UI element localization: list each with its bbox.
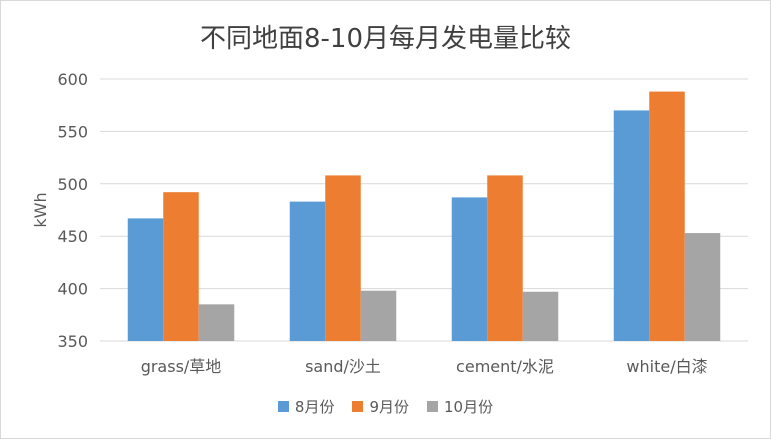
legend-swatch xyxy=(427,401,438,412)
x-tick-label: grass/草地 xyxy=(141,357,222,376)
bar xyxy=(487,175,523,341)
legend-label: 8月份 xyxy=(294,398,335,416)
bar xyxy=(684,233,721,341)
chart-title: 不同地面8-10月每月发电量比较 xyxy=(199,24,571,54)
bar xyxy=(522,291,559,341)
bar xyxy=(198,304,235,341)
bar xyxy=(451,197,488,341)
legend-swatch xyxy=(277,401,289,412)
bar xyxy=(360,290,397,341)
legend-item: 9月份 xyxy=(352,396,409,417)
y-tick-label: 400 xyxy=(57,280,88,299)
bar xyxy=(163,192,199,341)
x-tick-label: cement/水泥 xyxy=(456,357,554,376)
bar xyxy=(325,175,361,341)
x-tick-label: white/白漆 xyxy=(626,357,707,376)
bar xyxy=(127,218,164,341)
legend-item: 8月份 xyxy=(277,396,335,417)
y-axis-title: kWh xyxy=(31,192,50,227)
bar xyxy=(613,110,650,341)
y-tick-label: 500 xyxy=(57,175,88,194)
legend-label: 9月份 xyxy=(369,398,409,416)
bar xyxy=(289,201,326,341)
legend-item: 10月份 xyxy=(427,396,493,417)
legend-label: 10月份 xyxy=(444,398,494,416)
y-tick-label: 350 xyxy=(57,332,88,351)
y-tick-label: 550 xyxy=(57,122,88,141)
y-tick-label: 600 xyxy=(57,70,88,89)
legend-swatch xyxy=(352,401,364,412)
x-tick-label: sand/沙土 xyxy=(305,357,381,376)
chart-legend: 8月份 9月份 10月份 xyxy=(0,396,771,417)
y-tick-label: 450 xyxy=(57,227,88,246)
bar xyxy=(649,91,685,342)
